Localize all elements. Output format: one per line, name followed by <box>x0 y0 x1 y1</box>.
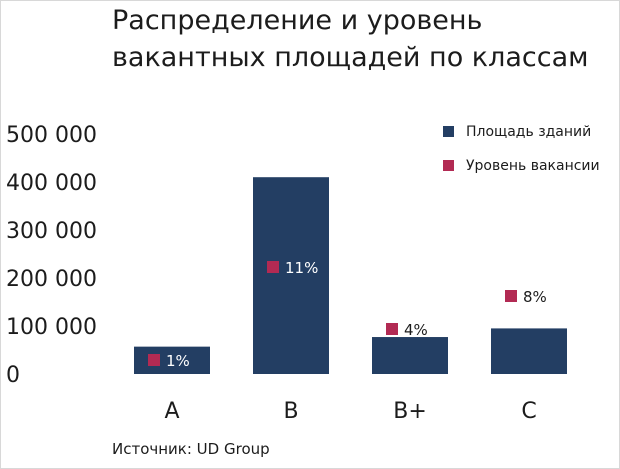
x-tick-label: A <box>164 399 179 424</box>
bar-B <box>253 177 329 374</box>
y-axis: 500 000 400 000 300 000 200 000 100 000 0 <box>6 123 97 388</box>
x-axis: A B B+ C <box>164 399 536 424</box>
bar-C <box>491 328 567 374</box>
legend-swatch-area <box>443 126 454 137</box>
bar-B+ <box>372 337 448 374</box>
legend: Площадь зданий Уровень вакансии <box>443 124 600 174</box>
y-tick-label: 0 <box>6 363 20 388</box>
vacancy-markers: 1% 11% 4% 8% <box>148 259 547 370</box>
legend-label-vacancy: Уровень вакансии <box>466 158 600 174</box>
vacancy-label-B: 11% <box>285 259 318 277</box>
y-tick-label: 400 000 <box>6 171 97 196</box>
source-note: Источник: UD Group <box>112 440 270 458</box>
chart-title-line-2: вакантных площадей по классам <box>112 42 589 73</box>
chart-title: Распределение и уровень вакантных площад… <box>112 2 602 76</box>
y-tick-label: 100 000 <box>6 315 97 340</box>
bar-A <box>134 346 210 374</box>
x-tick-label: C <box>521 399 536 424</box>
legend-label-area: Площадь зданий <box>466 124 591 140</box>
bars <box>134 177 567 374</box>
y-tick-label: 500 000 <box>6 123 97 148</box>
vacancy-marker-B <box>267 261 279 273</box>
vacancy-label-C: 8% <box>523 288 547 306</box>
y-tick-label: 300 000 <box>6 219 97 244</box>
x-tick-label: B <box>283 399 298 424</box>
vacancy-label-A: 1% <box>166 352 190 370</box>
chart-title-line-1: Распределение и уровень <box>112 5 483 36</box>
vacancy-marker-C <box>505 290 517 302</box>
vacancy-marker-B+ <box>386 323 398 335</box>
vacancy-marker-A <box>148 354 160 366</box>
x-tick-label: B+ <box>393 399 427 424</box>
legend-swatch-vacancy <box>443 160 454 171</box>
vacancy-label-B+: 4% <box>404 321 428 339</box>
y-tick-label: 200 000 <box>6 267 97 292</box>
